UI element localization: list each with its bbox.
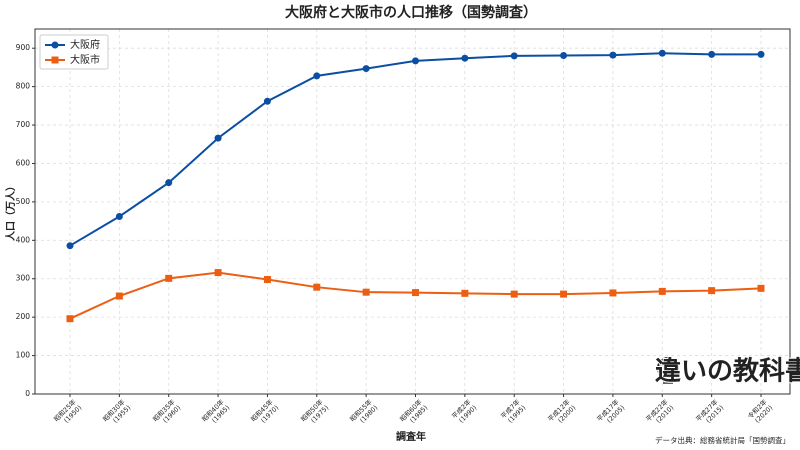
y-tick-label: 200 [16,312,31,321]
point [510,52,518,60]
point [313,72,321,80]
point [708,287,716,295]
x-axis-label: 調査年 [396,430,426,443]
point [51,41,59,49]
point [214,269,222,277]
point [609,51,617,59]
point [658,49,666,57]
point [165,179,173,187]
chart-title: 大阪府と大阪市の人口推移（国勢調査） [285,4,537,21]
point [362,65,370,73]
point [609,289,617,297]
point [66,315,74,323]
y-tick-label: 400 [16,235,31,244]
point [313,283,321,291]
point [708,50,716,58]
y-tick-label: 300 [16,274,31,283]
point [115,212,123,220]
point [461,54,469,62]
y-tick-label: 800 [16,82,31,91]
point [560,52,568,60]
point [510,290,518,298]
point [263,276,271,284]
point [362,288,370,296]
point [51,56,59,64]
y-axis-label: 人口（万人） [4,181,17,241]
y-tick-label: 600 [16,158,31,167]
point [757,50,765,58]
y-tick-label: 900 [16,43,31,52]
point [461,289,469,297]
point [66,242,74,250]
y-tick-label: 0 [25,389,30,398]
y-tick-label: 500 [16,197,31,206]
point [115,292,123,300]
source-note: データ出典：総務省統計局「国勢調査」 [655,435,790,445]
point [658,287,666,295]
point [214,134,222,142]
y-tick-label: 700 [16,120,31,129]
point [412,289,419,297]
point [560,290,568,298]
plot-frame [34,28,791,395]
point [263,97,271,105]
point [165,274,173,282]
y-tick-label: 100 [16,351,31,360]
watermark: 違いの教科書 [655,357,800,387]
point [757,284,765,292]
point [412,57,419,65]
logo-bulb-base [663,378,673,384]
legend-label: 大阪市 [70,53,100,66]
legend-label: 大阪府 [70,38,100,51]
